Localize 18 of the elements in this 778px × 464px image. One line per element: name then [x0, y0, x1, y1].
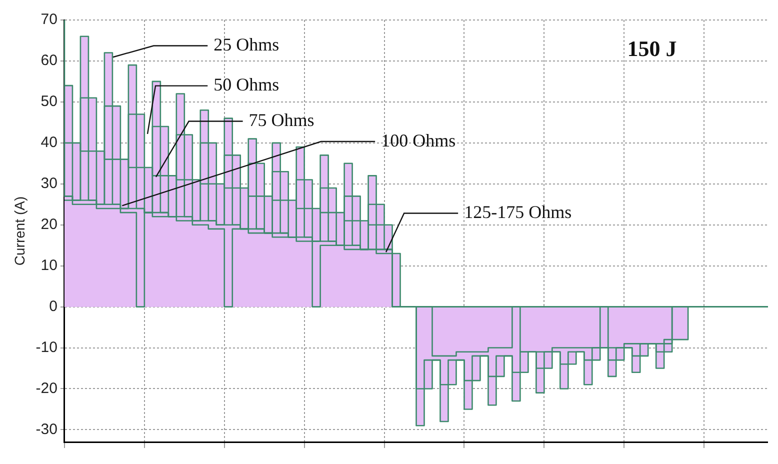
y-tick-label: 60: [40, 52, 58, 70]
annotation: 100 Ohms: [381, 130, 456, 150]
annotation: 150 J: [627, 36, 677, 62]
y-tick-label: 10: [40, 256, 58, 274]
annotation: 25 Ohms: [214, 34, 280, 54]
y-axis-title: Current (A): [11, 196, 28, 266]
y-tick-label: 0: [49, 298, 58, 315]
y-tick-label: 50: [40, 93, 58, 110]
annotation: 75 Ohms: [248, 110, 314, 130]
y-tick-label: -20: [36, 380, 58, 397]
annotation: 50 Ohms: [214, 74, 280, 95]
y-tick-label: 40: [40, 134, 58, 152]
y-tick-label: -30: [36, 420, 58, 438]
y-tick-label: 20: [40, 216, 58, 233]
y-tick-label: 70: [40, 11, 58, 28]
y-tick-label: -10: [36, 338, 58, 356]
annotation: 125-175 Ohms: [464, 202, 572, 222]
y-tick-label: 30: [40, 175, 58, 192]
